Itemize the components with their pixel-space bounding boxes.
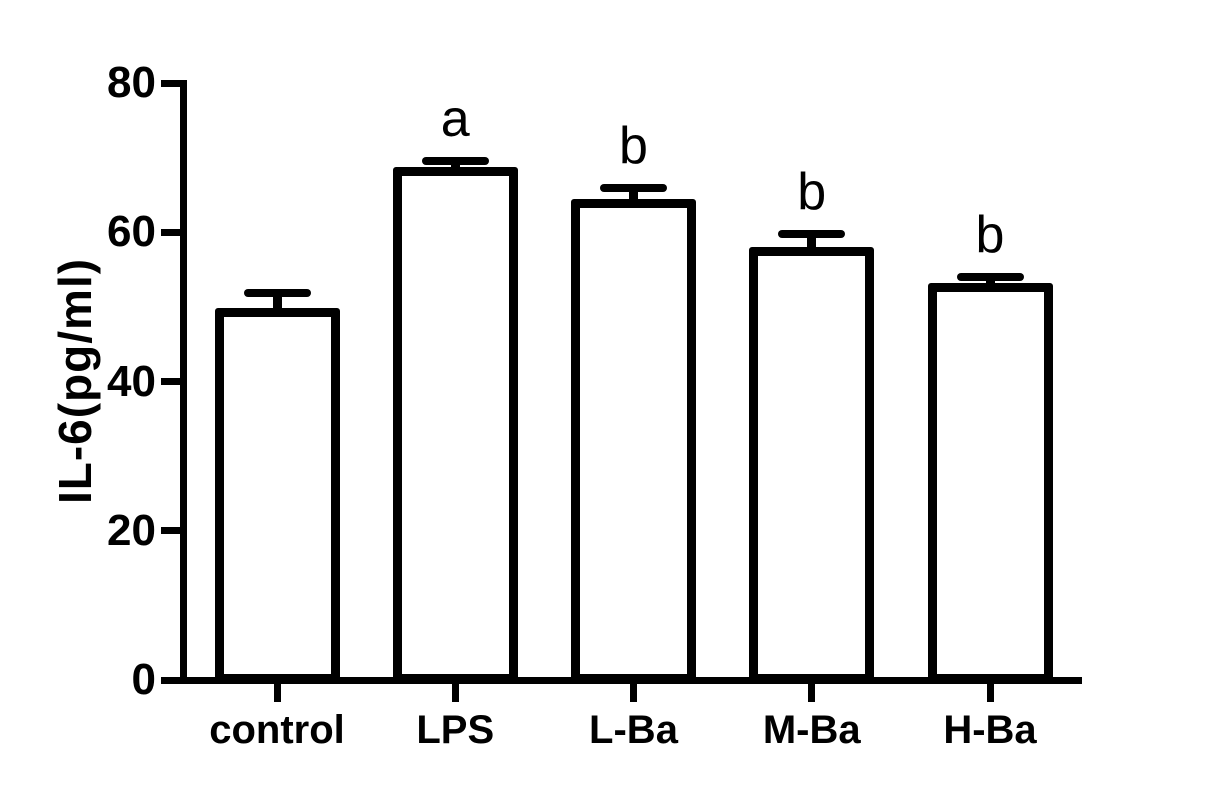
y-tick-label: 40 — [107, 356, 156, 406]
error-bar-stem — [807, 234, 817, 257]
y-tick — [161, 378, 180, 385]
bar-m-ba — [749, 247, 875, 683]
x-axis-category-label: control — [209, 708, 345, 752]
bar-h-ba — [927, 282, 1053, 683]
x-tick — [986, 684, 994, 702]
y-tick — [161, 79, 180, 87]
x-tick — [451, 684, 459, 702]
bar-lps — [392, 166, 518, 683]
significance-letter: b — [619, 117, 648, 176]
bar-l-ba — [571, 198, 696, 683]
x-axis-category-label: LPS — [416, 708, 495, 752]
x-axis-category-label: H-Ba — [943, 708, 1037, 752]
y-tick — [161, 676, 180, 684]
bar-control — [214, 308, 340, 683]
error-bar-stem — [272, 293, 282, 318]
y-tick-label: 80 — [107, 58, 156, 107]
significance-letter: b — [797, 163, 827, 222]
x-tick — [273, 684, 281, 702]
significance-letter: b — [975, 206, 1005, 265]
error-bar-cap — [421, 157, 489, 166]
error-bar-stem — [450, 161, 460, 176]
y-tick — [161, 228, 180, 236]
error-bar-cap — [956, 273, 1024, 282]
significance-letter: a — [440, 90, 470, 149]
y-tick-label: 60 — [107, 207, 156, 257]
x-axis-category-label: L-Ba — [589, 708, 678, 752]
x-axis-category-label: M-Ba — [762, 708, 861, 752]
y-tick-label: 20 — [107, 505, 156, 555]
y-tick-label: 0 — [131, 655, 156, 704]
error-bar-cap — [600, 184, 667, 193]
error-bar-stem — [629, 188, 638, 208]
x-axis-line — [180, 677, 1082, 684]
x-tick — [808, 684, 816, 702]
y-tick — [161, 527, 180, 535]
y-axis-line — [180, 80, 187, 684]
error-bar-stem — [985, 277, 995, 292]
error-bar-cap — [778, 230, 846, 239]
error-bar-cap — [243, 289, 311, 298]
x-tick — [630, 684, 637, 702]
